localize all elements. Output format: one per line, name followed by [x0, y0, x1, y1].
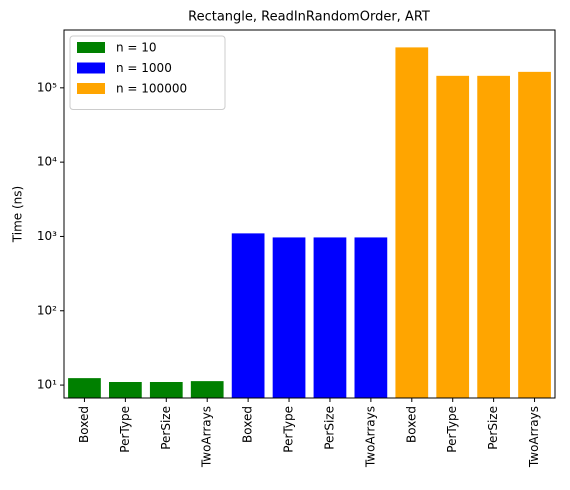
bar: [477, 75, 510, 398]
x-tick-label: TwoArrays: [363, 406, 377, 468]
x-tick-label: PerSize: [322, 406, 336, 450]
y-tick-label: 10¹: [37, 378, 57, 392]
legend-swatch: [77, 62, 105, 74]
bar: [231, 233, 265, 398]
legend-swatch: [77, 42, 105, 53]
x-tick-label: Boxed: [77, 406, 91, 443]
x-tick-label: TwoArrays: [527, 406, 541, 468]
x-tick-label: PerSize: [486, 406, 500, 450]
y-axis-label: Time (ns): [11, 186, 25, 243]
y-tick-label: 10⁴: [37, 155, 57, 169]
y-tick-label: 10⁵: [37, 80, 57, 94]
chart-title: Rectangle, ReadInRandomOrder, ART: [188, 10, 430, 25]
x-tick-label: Boxed: [404, 406, 418, 443]
bar: [436, 75, 470, 398]
x-tick-label: PerType: [445, 406, 459, 453]
legend-swatch: [77, 83, 105, 94]
bar: [518, 71, 551, 398]
y-tick-label: 10³: [37, 229, 57, 243]
x-tick-label: TwoArrays: [200, 406, 214, 468]
bar: [272, 237, 306, 398]
x-tick-label: Boxed: [241, 406, 255, 443]
bar: [190, 381, 224, 398]
legend-label: n = 1000: [116, 61, 172, 75]
bar: [149, 381, 183, 398]
bar: [68, 378, 101, 398]
legend-label: n = 10: [116, 41, 157, 55]
x-tick-label: PerType: [282, 406, 296, 453]
bar: [313, 237, 347, 398]
x-tick-label: PerSize: [159, 406, 173, 450]
plot-frame: [63, 29, 556, 399]
x-tick-label: PerType: [118, 406, 132, 453]
y-tick-label: 10²: [37, 303, 57, 317]
bar: [395, 47, 429, 398]
legend-box: [69, 35, 226, 110]
bar: [354, 237, 388, 398]
bar: [109, 381, 142, 398]
legend-label: n = 100000: [116, 82, 187, 96]
